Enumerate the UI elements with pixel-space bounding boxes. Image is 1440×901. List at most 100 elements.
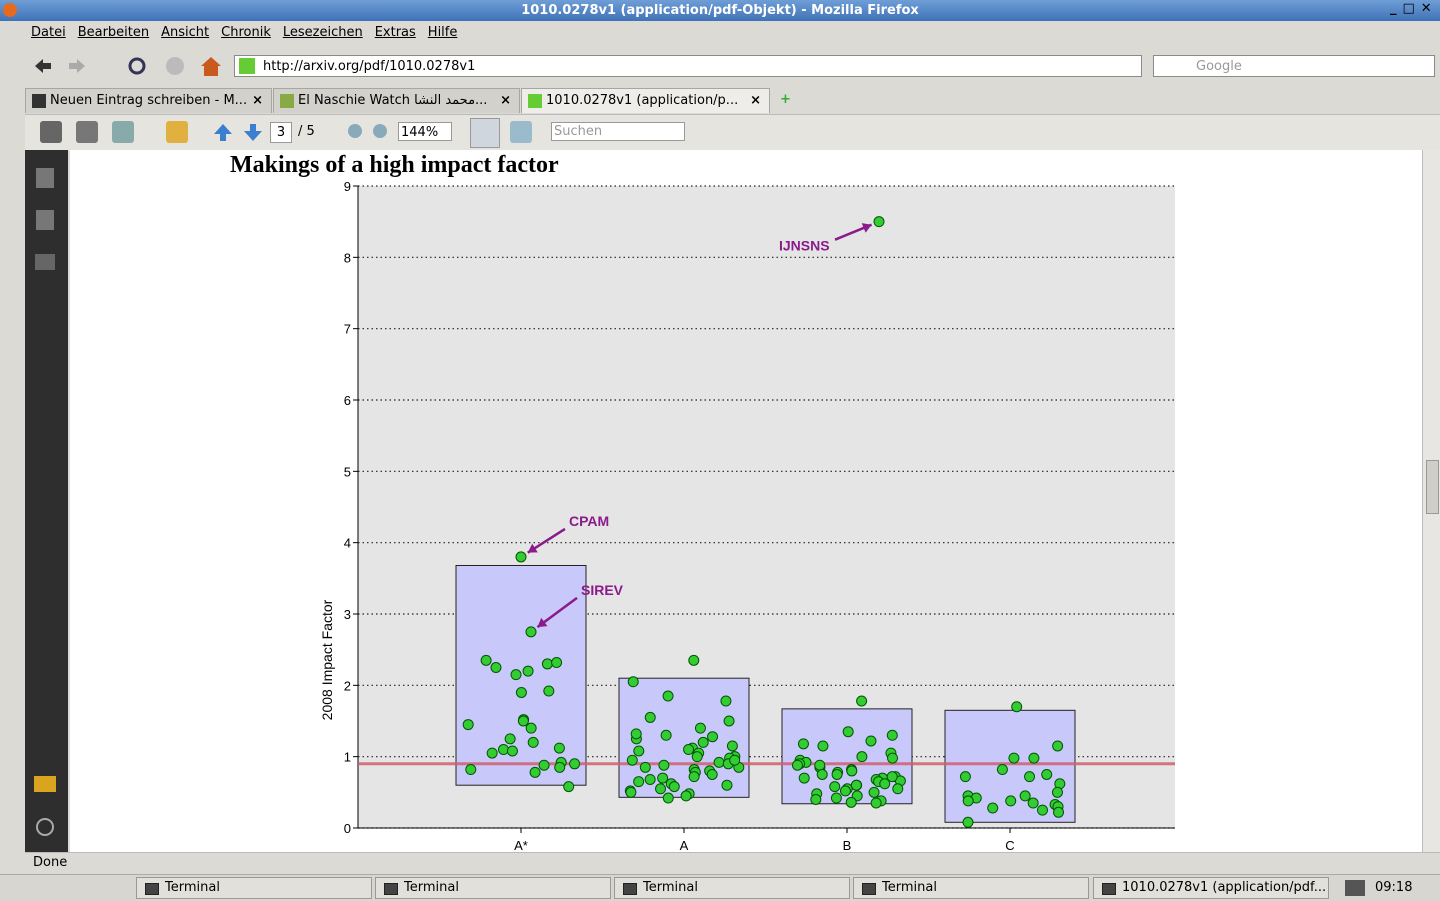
data-point xyxy=(465,764,477,776)
y-tick-label: 3 xyxy=(344,607,351,622)
annotation-label: IJNSNS xyxy=(779,238,830,254)
tab[interactable]: El Naschie Watch محمد النشا... × xyxy=(273,88,520,113)
y-tick-label: 0 xyxy=(344,821,351,836)
data-point xyxy=(569,758,581,770)
menu-item[interactable]: Lesezeichen xyxy=(282,25,363,40)
annotated-point xyxy=(873,216,885,228)
data-point xyxy=(626,754,638,766)
y-tick-label: 4 xyxy=(344,536,351,551)
data-point xyxy=(856,751,868,763)
pages-icon[interactable] xyxy=(36,168,54,188)
tab-close[interactable]: × xyxy=(500,93,511,108)
y-axis-label: 2008 Impact Factor xyxy=(319,599,335,720)
data-point xyxy=(713,756,725,768)
taskbar-item[interactable]: Terminal xyxy=(614,877,850,899)
data-point xyxy=(886,771,898,783)
scroll-thumb[interactable] xyxy=(1426,460,1439,514)
taskbar-item[interactable]: 1010.0278v1 (application/pdf... xyxy=(1093,877,1329,899)
data-point xyxy=(639,761,651,773)
tab-icon xyxy=(528,94,542,108)
bookmarks-icon[interactable] xyxy=(36,210,54,230)
pdf-page: Makings of a high impact factor 2008 Imp… xyxy=(70,150,1422,853)
data-point xyxy=(887,752,899,764)
forward-button[interactable] xyxy=(66,55,88,77)
menu-item[interactable]: Extras xyxy=(374,25,416,40)
annotated-point xyxy=(525,626,537,638)
print-button[interactable] xyxy=(40,121,62,143)
home-button[interactable] xyxy=(199,54,221,76)
reload-button[interactable] xyxy=(126,55,148,77)
tab[interactable]: Neuen Eintrag schreiben - M... × xyxy=(25,88,272,113)
prev-page-button[interactable] xyxy=(212,121,234,143)
data-point xyxy=(691,751,703,763)
data-point xyxy=(554,761,566,773)
menu-item[interactable]: Ansicht xyxy=(161,25,210,40)
data-point xyxy=(1005,795,1017,807)
stop-button[interactable] xyxy=(164,55,186,77)
url-field[interactable]: http://arxiv.org/pdf/1010.0278v1 xyxy=(234,55,1142,77)
data-point xyxy=(886,729,898,741)
pdf-search-field[interactable]: Suchen xyxy=(551,122,685,141)
data-point xyxy=(797,738,809,750)
data-point xyxy=(660,729,672,741)
tab[interactable]: 1010.0278v1 (application/p... × xyxy=(521,88,770,113)
x-tick-label: A* xyxy=(514,838,528,852)
window-controls[interactable]: _□✕ xyxy=(1390,1,1438,16)
zoom-in-button[interactable] xyxy=(373,124,387,138)
page-field[interactable]: 3 xyxy=(270,122,292,143)
data-point xyxy=(706,769,718,780)
tab-close[interactable]: × xyxy=(252,93,263,108)
volume-icon[interactable] xyxy=(1345,880,1365,896)
menu-item[interactable]: Chronik xyxy=(221,25,271,40)
annotation-label: CPAM xyxy=(569,513,609,529)
data-point xyxy=(1008,752,1020,764)
search-placeholder: Google xyxy=(1196,59,1242,74)
data-point xyxy=(490,662,502,673)
data-point xyxy=(510,669,522,681)
data-point xyxy=(1027,797,1039,809)
tab-title: El Naschie Watch محمد النشا... xyxy=(298,93,488,108)
zoom-value: 144% xyxy=(401,125,439,140)
data-point xyxy=(525,722,537,734)
fit-page-button[interactable] xyxy=(510,121,532,143)
back-button[interactable] xyxy=(32,55,54,77)
data-point xyxy=(959,771,971,783)
tools-button[interactable] xyxy=(166,121,188,143)
menu-item[interactable]: Hilfe xyxy=(427,25,458,40)
data-point xyxy=(662,792,674,804)
data-point xyxy=(726,740,738,752)
data-point xyxy=(630,728,642,740)
data-point xyxy=(506,745,518,757)
new-tab-button[interactable]: + xyxy=(780,92,791,107)
save-button[interactable] xyxy=(76,121,98,143)
taskbar-item[interactable]: Terminal xyxy=(136,877,372,899)
y-tick-label: 1 xyxy=(344,750,351,765)
zoom-out-button[interactable] xyxy=(348,124,362,138)
taskbar-item[interactable]: Terminal xyxy=(375,877,611,899)
menu-item[interactable]: Datei xyxy=(31,25,66,40)
data-point xyxy=(633,776,645,788)
data-point xyxy=(658,759,670,771)
data-point xyxy=(625,786,637,798)
attachments-icon[interactable] xyxy=(36,818,54,836)
data-point xyxy=(962,816,974,828)
menu-item[interactable]: Bearbeiten xyxy=(77,25,150,40)
search-icon[interactable] xyxy=(35,254,55,270)
scrollbar[interactable] xyxy=(1422,150,1440,852)
data-point xyxy=(680,790,692,802)
zoom-field[interactable]: 144% xyxy=(398,122,452,141)
data-point xyxy=(662,690,674,702)
arrow-head xyxy=(537,617,548,628)
tab-close[interactable]: × xyxy=(750,93,761,108)
fit-width-button[interactable] xyxy=(470,118,500,148)
status-bar: Done xyxy=(25,852,1440,874)
annotation-label: SIREV xyxy=(581,582,624,598)
next-page-button[interactable] xyxy=(242,121,264,143)
taskbar-item[interactable]: Terminal xyxy=(853,877,1089,899)
print-setup-button[interactable] xyxy=(112,121,134,143)
search-field[interactable]: Google xyxy=(1153,55,1435,77)
y-tick-label: 6 xyxy=(344,393,351,408)
data-point xyxy=(810,793,822,805)
comments-icon[interactable] xyxy=(34,776,56,792)
data-point xyxy=(1036,804,1048,816)
